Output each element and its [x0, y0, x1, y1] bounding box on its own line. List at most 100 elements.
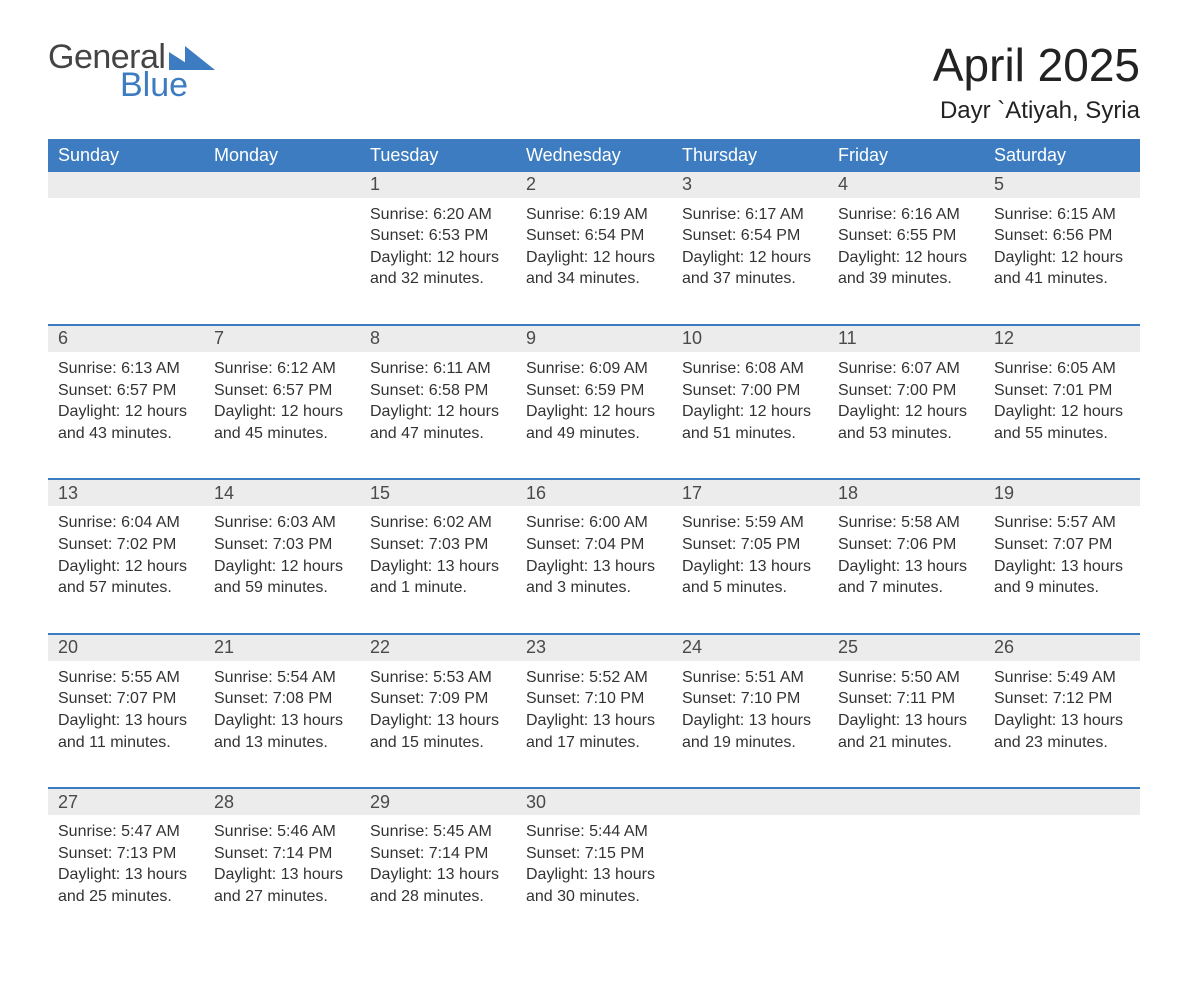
day-number-row: 6789101112 [48, 326, 1140, 352]
sunset-line: Sunset: 7:07 PM [994, 534, 1130, 556]
day-number-cell: 13 [48, 480, 204, 506]
daylight-line-1: Daylight: 12 hours [526, 401, 662, 423]
day-number-cell: 5 [984, 172, 1140, 198]
sunrise-line: Sunrise: 6:16 AM [838, 204, 974, 226]
day-number-cell: 17 [672, 480, 828, 506]
daylight-line-2: and 34 minutes. [526, 268, 662, 290]
weekday-header: Friday [828, 139, 984, 172]
brand-triangle-icon [169, 42, 215, 76]
sunrise-line: Sunrise: 5:45 AM [370, 821, 506, 843]
day-content-cell [828, 815, 984, 941]
day-content-row: Sunrise: 5:55 AMSunset: 7:07 PMDaylight:… [48, 661, 1140, 788]
daylight-line-1: Daylight: 12 hours [214, 401, 350, 423]
sunset-line: Sunset: 6:59 PM [526, 380, 662, 402]
daylight-line-2: and 15 minutes. [370, 732, 506, 754]
day-number-cell: 6 [48, 326, 204, 352]
sunrise-line: Sunrise: 6:00 AM [526, 512, 662, 534]
sunset-line: Sunset: 7:02 PM [58, 534, 194, 556]
daylight-line-1: Daylight: 13 hours [370, 556, 506, 578]
daylight-line-1: Daylight: 12 hours [682, 401, 818, 423]
day-number-cell: 19 [984, 480, 1140, 506]
daylight-line-1: Daylight: 13 hours [994, 710, 1130, 732]
sunset-line: Sunset: 7:11 PM [838, 688, 974, 710]
day-content-cell: Sunrise: 6:08 AMSunset: 7:00 PMDaylight:… [672, 352, 828, 479]
daylight-line-2: and 30 minutes. [526, 886, 662, 908]
day-content-cell: Sunrise: 5:57 AMSunset: 7:07 PMDaylight:… [984, 506, 1140, 633]
sunrise-line: Sunrise: 5:59 AM [682, 512, 818, 534]
day-content-cell: Sunrise: 5:58 AMSunset: 7:06 PMDaylight:… [828, 506, 984, 633]
daylight-line-2: and 25 minutes. [58, 886, 194, 908]
daylight-line-2: and 59 minutes. [214, 577, 350, 599]
day-number-cell: 2 [516, 172, 672, 198]
day-content-cell: Sunrise: 5:47 AMSunset: 7:13 PMDaylight:… [48, 815, 204, 941]
weekday-header: Monday [204, 139, 360, 172]
daylight-line-2: and 5 minutes. [682, 577, 818, 599]
sunset-line: Sunset: 7:10 PM [682, 688, 818, 710]
day-number-cell: 23 [516, 635, 672, 661]
daylight-line-1: Daylight: 12 hours [838, 401, 974, 423]
sunset-line: Sunset: 6:53 PM [370, 225, 506, 247]
daylight-line-2: and 1 minute. [370, 577, 506, 599]
sunrise-line: Sunrise: 6:07 AM [838, 358, 974, 380]
sunrise-line: Sunrise: 6:03 AM [214, 512, 350, 534]
day-content-row: Sunrise: 6:13 AMSunset: 6:57 PMDaylight:… [48, 352, 1140, 479]
daylight-line-1: Daylight: 13 hours [214, 710, 350, 732]
sunrise-line: Sunrise: 5:49 AM [994, 667, 1130, 689]
daylight-line-1: Daylight: 12 hours [58, 556, 194, 578]
sunrise-line: Sunrise: 5:44 AM [526, 821, 662, 843]
day-content-cell [48, 198, 204, 325]
sunrise-line: Sunrise: 5:46 AM [214, 821, 350, 843]
day-content-cell [204, 198, 360, 325]
day-content-cell: Sunrise: 6:05 AMSunset: 7:01 PMDaylight:… [984, 352, 1140, 479]
daylight-line-2: and 11 minutes. [58, 732, 194, 754]
sunset-line: Sunset: 6:58 PM [370, 380, 506, 402]
day-number-cell: 12 [984, 326, 1140, 352]
weekday-header: Sunday [48, 139, 204, 172]
day-number-cell [204, 172, 360, 198]
sunset-line: Sunset: 6:55 PM [838, 225, 974, 247]
day-number-cell: 3 [672, 172, 828, 198]
sunrise-line: Sunrise: 5:50 AM [838, 667, 974, 689]
day-number-cell: 8 [360, 326, 516, 352]
day-content-cell: Sunrise: 6:09 AMSunset: 6:59 PMDaylight:… [516, 352, 672, 479]
day-number-cell: 11 [828, 326, 984, 352]
day-content-cell: Sunrise: 5:52 AMSunset: 7:10 PMDaylight:… [516, 661, 672, 788]
day-content-cell: Sunrise: 6:17 AMSunset: 6:54 PMDaylight:… [672, 198, 828, 325]
daylight-line-1: Daylight: 13 hours [214, 864, 350, 886]
daylight-line-1: Daylight: 12 hours [370, 401, 506, 423]
sunset-line: Sunset: 7:09 PM [370, 688, 506, 710]
sunset-line: Sunset: 7:06 PM [838, 534, 974, 556]
sunset-line: Sunset: 7:14 PM [370, 843, 506, 865]
day-content-cell: Sunrise: 5:44 AMSunset: 7:15 PMDaylight:… [516, 815, 672, 941]
daylight-line-2: and 53 minutes. [838, 423, 974, 445]
sunrise-line: Sunrise: 6:02 AM [370, 512, 506, 534]
day-content-row: Sunrise: 6:04 AMSunset: 7:02 PMDaylight:… [48, 506, 1140, 633]
sunrise-line: Sunrise: 5:57 AM [994, 512, 1130, 534]
daylight-line-1: Daylight: 12 hours [838, 247, 974, 269]
day-content-cell: Sunrise: 6:07 AMSunset: 7:00 PMDaylight:… [828, 352, 984, 479]
weekday-header: Tuesday [360, 139, 516, 172]
day-number-cell: 9 [516, 326, 672, 352]
title-block: April 2025 Dayr `Atiyah, Syria [933, 40, 1140, 125]
daylight-line-2: and 32 minutes. [370, 268, 506, 290]
sunrise-line: Sunrise: 5:54 AM [214, 667, 350, 689]
day-content-cell: Sunrise: 6:15 AMSunset: 6:56 PMDaylight:… [984, 198, 1140, 325]
day-number-cell: 22 [360, 635, 516, 661]
day-content-cell: Sunrise: 5:55 AMSunset: 7:07 PMDaylight:… [48, 661, 204, 788]
daylight-line-2: and 43 minutes. [58, 423, 194, 445]
daylight-line-1: Daylight: 13 hours [838, 556, 974, 578]
sunrise-line: Sunrise: 5:55 AM [58, 667, 194, 689]
sunrise-line: Sunrise: 6:08 AM [682, 358, 818, 380]
sunrise-line: Sunrise: 6:11 AM [370, 358, 506, 380]
daylight-line-1: Daylight: 13 hours [58, 864, 194, 886]
day-content-cell: Sunrise: 6:03 AMSunset: 7:03 PMDaylight:… [204, 506, 360, 633]
day-number-cell: 29 [360, 789, 516, 815]
day-content-cell: Sunrise: 5:50 AMSunset: 7:11 PMDaylight:… [828, 661, 984, 788]
daylight-line-1: Daylight: 13 hours [58, 710, 194, 732]
day-number-cell: 4 [828, 172, 984, 198]
sunset-line: Sunset: 6:54 PM [526, 225, 662, 247]
day-content-cell: Sunrise: 6:00 AMSunset: 7:04 PMDaylight:… [516, 506, 672, 633]
daylight-line-2: and 51 minutes. [682, 423, 818, 445]
sunrise-line: Sunrise: 5:52 AM [526, 667, 662, 689]
sunset-line: Sunset: 6:57 PM [214, 380, 350, 402]
